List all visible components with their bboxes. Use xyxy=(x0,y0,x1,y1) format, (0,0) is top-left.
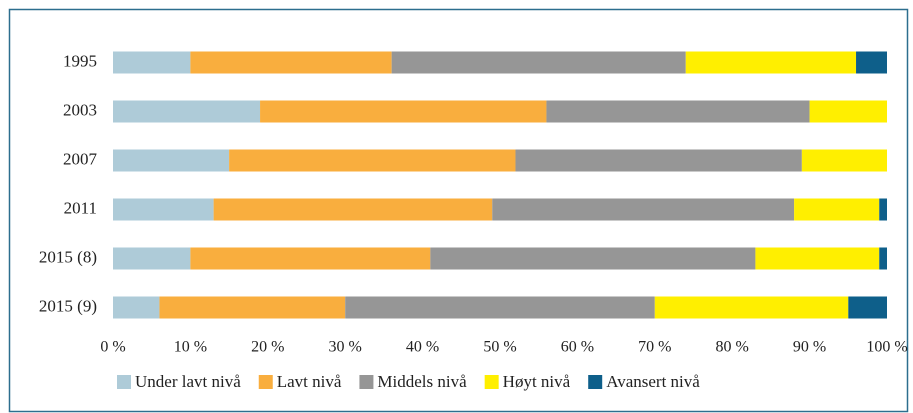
x-tick-label: 60 % xyxy=(561,339,594,356)
legend-swatch xyxy=(588,375,603,389)
y-tick-label: 2003 xyxy=(63,100,97,119)
y-tick-label: 2011 xyxy=(64,198,97,217)
bar-segment xyxy=(492,198,795,221)
bar-segment xyxy=(159,296,346,319)
y-tick-label: 2015 (8) xyxy=(39,247,97,266)
bar-segment xyxy=(345,296,655,319)
y-tick-label: 2007 xyxy=(63,149,98,168)
legend-label: Lavt nivå xyxy=(277,372,342,391)
bar-segment xyxy=(856,51,887,74)
bar-segment xyxy=(809,100,887,123)
bar-segment xyxy=(654,296,849,319)
x-tick-label: 100 % xyxy=(866,339,907,356)
legend-swatch xyxy=(117,375,131,389)
bar-segment xyxy=(113,198,214,221)
bar-segment xyxy=(546,100,810,123)
bar-segment xyxy=(430,247,756,270)
x-tick-label: 40 % xyxy=(406,339,439,356)
bar-segment xyxy=(755,247,880,270)
bar-segment xyxy=(685,51,857,74)
x-tick-label: 50 % xyxy=(483,339,516,356)
x-tick-label: 80 % xyxy=(716,339,749,356)
bar-segment xyxy=(213,198,493,221)
x-tick-label: 90 % xyxy=(793,339,826,356)
legend-swatch xyxy=(484,375,499,389)
legend-label: Middels nivå xyxy=(377,372,467,391)
bar-segment xyxy=(113,51,191,74)
bar-segment xyxy=(848,296,887,319)
bar-segment xyxy=(190,247,431,270)
bar-segment xyxy=(229,149,516,172)
x-tick-label: 0 % xyxy=(100,339,125,356)
bar-segment xyxy=(113,149,230,172)
bar-segment xyxy=(515,149,802,172)
bar-segment xyxy=(794,198,880,221)
x-tick-label: 10 % xyxy=(174,339,207,356)
bar-segment xyxy=(113,100,261,123)
legend-label: Avansert nivå xyxy=(606,372,700,391)
legend-swatch xyxy=(359,375,374,389)
x-tick-label: 20 % xyxy=(251,339,284,356)
legend-label: Høyt nivå xyxy=(503,372,571,391)
x-tick-label: 70 % xyxy=(638,339,671,356)
bar-segment xyxy=(260,100,547,123)
bar-segment xyxy=(879,198,887,221)
bar-segment xyxy=(879,247,887,270)
bar-segment xyxy=(801,149,887,172)
y-tick-label: 1995 xyxy=(63,51,97,70)
bar-segment xyxy=(113,296,160,319)
frame xyxy=(8,8,909,413)
legend-label: Under lavt nivå xyxy=(135,372,241,391)
bar-segment xyxy=(113,247,191,270)
x-tick-label: 30 % xyxy=(329,339,362,356)
legend-swatch xyxy=(258,375,273,389)
bar-segment xyxy=(391,51,686,74)
bar-segment xyxy=(190,51,392,74)
y-tick-label: 2015 (9) xyxy=(39,296,97,315)
